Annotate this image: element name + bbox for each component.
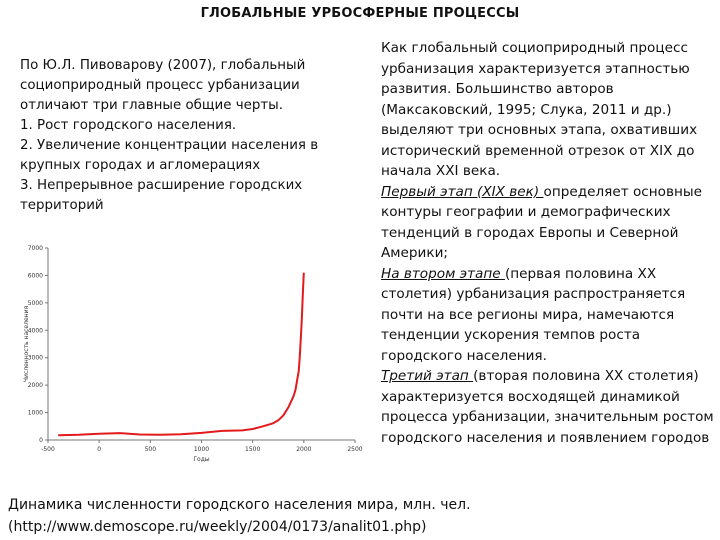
stage-3-paragraph: Третий этап (вторая половина XX столетия… xyxy=(381,366,716,448)
stage-1-title: Первый этап (XIX век) xyxy=(381,183,544,200)
y-tick-label: 2000 xyxy=(28,382,43,389)
caption-line-2: (http://www.demoscope.ru/weekly/2004/017… xyxy=(8,519,427,535)
y-tick-label: 0 xyxy=(39,437,43,444)
y-tick-label: 3000 xyxy=(28,355,43,362)
x-tick-label: 2000 xyxy=(296,446,311,453)
stage-2-title: На втором этапе xyxy=(381,265,505,282)
right-intro: Как глобальный социоприродный процесс ур… xyxy=(381,40,698,179)
y-tick-label: 5000 xyxy=(28,300,43,307)
y-tick-label: 1000 xyxy=(28,410,43,417)
x-tick-label: 2500 xyxy=(347,446,362,453)
figure-caption: Динамика численности городского населени… xyxy=(8,494,718,538)
left-text-block: По Ю.Л. Пивоварову (2007), глобальный со… xyxy=(20,56,360,216)
x-tick-label: 1500 xyxy=(245,446,260,453)
left-point-2: 2. Увеличение концентрации населения в к… xyxy=(20,138,319,173)
x-tick-label: 0 xyxy=(97,446,101,453)
right-text-block: Как глобальный социоприродный процесс ур… xyxy=(381,38,716,448)
x-axis-label: Годы xyxy=(193,456,209,463)
stage-2-paragraph: На втором этапе (первая половина XX стол… xyxy=(381,264,716,367)
chart-svg: 0 1000 2000 3000 4000 5000 6000 7000 -500 0 500 100… xyxy=(23,245,363,463)
caption-line-1: Динамика численности городского населени… xyxy=(8,497,471,513)
series-line xyxy=(58,272,305,437)
stage-3-text: (вторая половина XX столетия) характериз… xyxy=(381,368,714,446)
x-tick-label: -500 xyxy=(41,446,55,453)
stage-3-title: Третий этап xyxy=(381,368,474,384)
y-tick-label: 6000 xyxy=(28,272,43,279)
urban-population-chart: 0 1000 2000 3000 4000 5000 6000 7000 -500 0 500 100… xyxy=(20,238,370,463)
left-intro: По Ю.Л. Пивоварову (2007), глобальный со… xyxy=(20,58,306,113)
page-title: ГЛОБАЛЬНЫЕ УРБОСФЕРНЫЕ ПРОЦЕССЫ xyxy=(200,6,520,21)
stage-2-text: (первая половина XX столетия) урбанизаци… xyxy=(381,265,686,364)
y-axis-label: Численность населения xyxy=(23,306,30,383)
x-tick-label: 500 xyxy=(145,446,157,453)
y-tick-label: 4000 xyxy=(28,327,43,334)
stage-1-paragraph: Первый этап (XIX век) определяет основны… xyxy=(381,182,716,264)
y-tick-label: 7000 xyxy=(28,245,43,252)
x-tick-label: 1000 xyxy=(194,446,209,453)
left-point-1: 1. Рост городского населения. xyxy=(20,118,237,133)
left-point-3: 3. Непрерывное расширение городских терр… xyxy=(20,178,303,213)
stage-1-text: определяет основные контуры географии и … xyxy=(381,183,702,262)
